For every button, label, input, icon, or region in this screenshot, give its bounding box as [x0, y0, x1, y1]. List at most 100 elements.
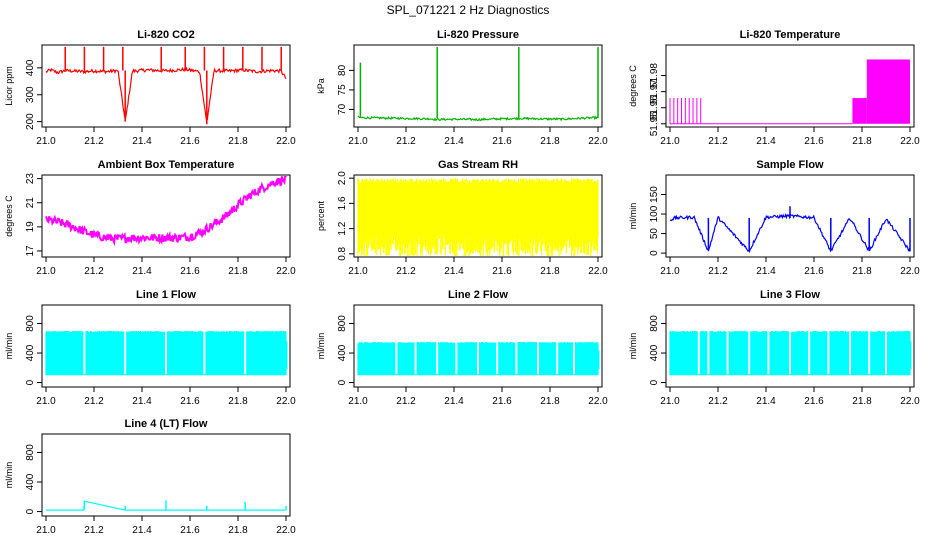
x-tick-label: 22.0	[276, 396, 296, 407]
x-tick-label: 22.0	[276, 136, 296, 147]
x-tick-label: 21.2	[84, 136, 104, 147]
x-tick-label: 21.2	[396, 136, 416, 147]
y-tick-label: 800	[25, 315, 36, 332]
y-axis-label: ml/min	[316, 333, 326, 360]
x-tick-label: 21.6	[804, 266, 824, 277]
y-tick-label: 300	[25, 86, 36, 103]
x-tick-label: 21.0	[36, 525, 56, 536]
x-tick-label: 21.8	[540, 266, 560, 277]
plot-frame	[353, 174, 603, 258]
y-tick-label: 51.98	[649, 63, 660, 88]
y-tick-label: 51.97	[649, 79, 660, 104]
y-tick-label: 1.2	[337, 221, 348, 235]
y-tick-label: 0	[25, 379, 36, 385]
series-group	[46, 500, 287, 511]
y-tick-label: 400	[337, 344, 348, 361]
series-line	[669, 212, 911, 253]
x-tick-label: 21.6	[492, 136, 512, 147]
y-tick-label: 80	[337, 64, 348, 76]
x-tick-label: 21.6	[180, 525, 200, 536]
series-group	[45, 306, 288, 376]
x-tick-label: 22.0	[588, 396, 608, 407]
panel-title: Line 3 Flow	[760, 289, 820, 301]
panel-1: Li-820 CO2 Licor ppm 21.0 21.2 21.4 21.6 21.8 2…	[4, 29, 296, 147]
series-group	[669, 59, 910, 125]
flow-gap	[885, 306, 887, 375]
flow-gap	[707, 306, 710, 375]
x-tick-label: 21.8	[540, 396, 560, 407]
x-tick-label: 21.6	[804, 136, 824, 147]
series-block	[866, 59, 910, 124]
x-tick-label: 21.0	[660, 136, 680, 147]
x-tick-label: 21.6	[492, 396, 512, 407]
x-tick-label: 21.0	[348, 396, 368, 407]
panel-title: Gas Stream RH	[438, 159, 518, 171]
flow-gap	[789, 306, 791, 375]
flow-gap	[414, 306, 417, 375]
plot-frame	[41, 44, 291, 128]
x-tick-label: 21.0	[348, 266, 368, 277]
panel-8: Line 2 Flow ml/min 21.0 21.2 21.4 21.6 21.8 22.…	[316, 289, 608, 407]
plot-frame	[353, 304, 603, 388]
x-tick-label: 21.4	[132, 525, 152, 536]
y-tick-label: 200	[25, 113, 36, 130]
flow-gap	[573, 306, 575, 375]
flow-gap	[868, 306, 871, 375]
x-tick-label: 21.4	[132, 136, 152, 147]
series-line	[357, 115, 599, 122]
panel-title: Line 4 (LT) Flow	[125, 418, 208, 430]
panel-title: Li-820 Pressure	[437, 29, 519, 41]
x-tick-label: 21.4	[756, 136, 776, 147]
y-tick-label: 400	[25, 59, 36, 76]
x-tick-label: 21.0	[348, 136, 368, 147]
flow-gap	[395, 306, 398, 375]
y-axis-label: degrees C	[628, 65, 638, 107]
panel-title: Sample Flow	[756, 159, 824, 171]
series-line	[669, 98, 853, 125]
x-tick-label: 21.4	[756, 266, 776, 277]
x-tick-label: 21.2	[396, 266, 416, 277]
y-tick-label: 400	[25, 473, 36, 490]
x-tick-label: 21.4	[444, 136, 464, 147]
flow-gap	[244, 306, 247, 375]
x-tick-label: 21.2	[84, 525, 104, 536]
y-tick-label: 100	[649, 205, 660, 222]
x-tick-label: 22.0	[276, 525, 296, 536]
x-tick-label: 21.8	[228, 136, 248, 147]
y-tick-label: 1.6	[337, 196, 348, 210]
flow-gap	[165, 306, 167, 375]
x-tick-label: 21.6	[180, 136, 200, 147]
series-group	[357, 178, 599, 256]
x-tick-label: 21.2	[708, 396, 728, 407]
y-tick-label: 0	[649, 250, 660, 256]
y-tick-label: 800	[337, 315, 348, 332]
panel-title: Line 2 Flow	[448, 289, 508, 301]
x-tick-label: 21.2	[708, 266, 728, 277]
panel-7: Line 1 Flow ml/min 21.0 21.2 21.4 21.6 21.8 22.…	[4, 289, 296, 407]
series-group	[669, 306, 912, 376]
x-tick-label: 21.8	[852, 396, 872, 407]
series-group	[357, 47, 599, 122]
series-group	[45, 46, 287, 125]
y-tick-label: 0	[649, 379, 660, 385]
panel-9: Line 3 Flow ml/min 21.0 21.2 21.4 21.6 21.8 22.…	[628, 289, 920, 407]
plot-frame	[41, 174, 291, 258]
flow-gap	[477, 306, 479, 375]
x-tick-label: 21.6	[180, 396, 200, 407]
series-block	[852, 98, 867, 124]
panel-title: Ambient Box Temperature	[98, 159, 235, 171]
y-tick-label: 2.0	[337, 171, 348, 185]
x-tick-label: 21.2	[84, 266, 104, 277]
x-tick-label: 21.8	[228, 525, 248, 536]
y-tick-label: 0	[337, 379, 348, 385]
y-tick-label: 75	[337, 84, 348, 96]
x-tick-label: 22.0	[900, 266, 920, 277]
plot-frame	[665, 44, 915, 128]
y-tick-label: 800	[649, 315, 660, 332]
panel-title: Li-820 Temperature	[740, 29, 841, 41]
plot-frame	[665, 304, 915, 388]
y-tick-label: 17	[25, 245, 36, 257]
x-tick-label: 21.4	[444, 396, 464, 407]
series-spikes	[83, 500, 287, 511]
